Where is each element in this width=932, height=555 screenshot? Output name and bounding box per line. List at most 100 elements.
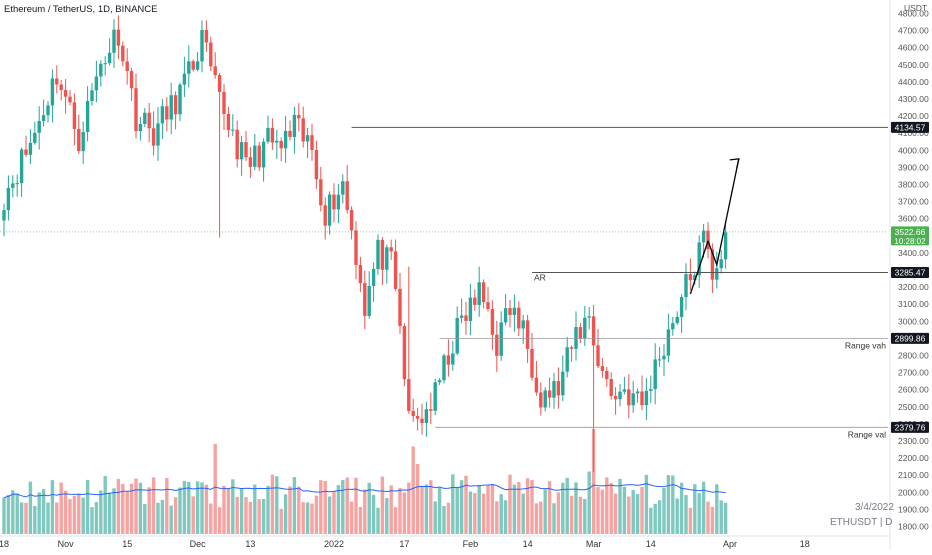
candle-body [68, 96, 72, 103]
candle-body [46, 105, 50, 116]
candle-body [336, 194, 341, 210]
volume-bar [41, 489, 46, 534]
volume-bar [547, 481, 552, 534]
volume-bar [28, 481, 33, 534]
price-tick-label: 4800.00 [898, 9, 929, 19]
volume-bar [376, 507, 380, 534]
volume-bar [305, 502, 310, 534]
time-scale[interactable]: 18 Nov 15 Dec 13 2022 17 Feb 14 Mar 14 Apr 18 [0, 535, 890, 549]
candle-body [77, 128, 81, 152]
volume-bar [583, 499, 587, 534]
candle-body [323, 205, 327, 226]
candle-body [662, 355, 666, 360]
candle-body [433, 382, 437, 411]
volume-bar [63, 490, 68, 534]
time-tick-label: Feb [463, 539, 479, 549]
candle-body [90, 90, 94, 102]
time-tick-label: 2022 [324, 539, 344, 549]
volume-bar [129, 483, 134, 534]
candle-body [622, 389, 627, 392]
time-tick-label: 14 [646, 539, 656, 549]
candle-body [55, 78, 59, 85]
volume-bar [644, 474, 649, 534]
candle-body [151, 128, 156, 146]
volume-bar [552, 503, 556, 534]
volume-bar [85, 479, 90, 534]
volume-bar [332, 491, 336, 534]
volume-bar [671, 475, 675, 534]
volume-bar [257, 499, 261, 534]
price-label-badge: 2379.76 [891, 421, 929, 433]
candle-body [671, 323, 675, 330]
price-tick-label: 3000.00 [898, 316, 929, 326]
candle-body [283, 130, 288, 149]
candle-body [706, 230, 710, 250]
candle-body [354, 230, 358, 266]
volume-bar [125, 491, 129, 534]
price-tick-label: 4700.00 [898, 26, 929, 36]
candle-body [565, 347, 569, 372]
candle-body [195, 61, 200, 70]
volume-bar [600, 489, 605, 534]
candle-body [635, 391, 640, 394]
price-scale[interactable]: 1800.00 1900.00 2000.00 2100.00 2200.00 2300.… [889, 0, 929, 550]
volume-bar [37, 492, 41, 534]
volume-bar [578, 496, 583, 534]
volume-bar [231, 479, 235, 534]
symbol-title[interactable]: Ethereum / TetherUS, 1D, BINANCE [4, 4, 157, 15]
candle-body [160, 106, 165, 124]
volume-bar [310, 503, 314, 534]
candle-body [495, 334, 499, 356]
candle-body [270, 127, 275, 143]
candle-body [459, 315, 464, 318]
volume-bar [314, 495, 319, 534]
volume-bar [556, 492, 561, 534]
candle-body [609, 379, 613, 397]
candle-body [253, 145, 257, 167]
candle-body [279, 140, 283, 149]
candle-body [503, 308, 508, 323]
candle-body [125, 61, 129, 72]
candle-body [217, 75, 222, 92]
candle-body [596, 345, 600, 367]
candle-body [297, 114, 301, 119]
candle-body [94, 76, 99, 91]
drawings: AR Range vah Range val [0, 126, 888, 439]
volume-bar [693, 484, 697, 534]
candle-body [569, 347, 574, 349]
volume-bar [33, 505, 37, 534]
volume-bar [684, 495, 688, 534]
volume-bar [121, 484, 125, 534]
volume-bar [525, 478, 530, 534]
volume-bar [6, 494, 11, 534]
candle-body [19, 149, 24, 184]
candle-body [138, 123, 143, 132]
volume-bar [459, 480, 464, 534]
price-tick-label: 3900.00 [898, 162, 929, 172]
volume-bar [420, 485, 424, 534]
price-tick-label: 3400.00 [898, 248, 929, 258]
candle-body [600, 366, 605, 371]
candle-body [226, 113, 231, 131]
candle-body [415, 415, 420, 419]
volume-bar [217, 507, 222, 534]
candle-body [715, 268, 719, 280]
volume-bar [270, 474, 275, 534]
candle-body [191, 61, 195, 70]
volume-bar [407, 482, 411, 534]
candle-body [578, 327, 583, 339]
range-note-label: Range val [848, 429, 886, 439]
date-stamp: 3/4/2022 [855, 502, 894, 513]
time-tick-label: 17 [399, 539, 409, 549]
price-tick-label: 1900.00 [898, 504, 929, 514]
volume-bar [209, 503, 213, 534]
candle-body [631, 393, 635, 406]
candle-body [204, 29, 209, 43]
candle-body [477, 282, 481, 305]
candle-body [451, 353, 455, 365]
candle-body [28, 142, 33, 155]
candle-body [385, 247, 389, 270]
